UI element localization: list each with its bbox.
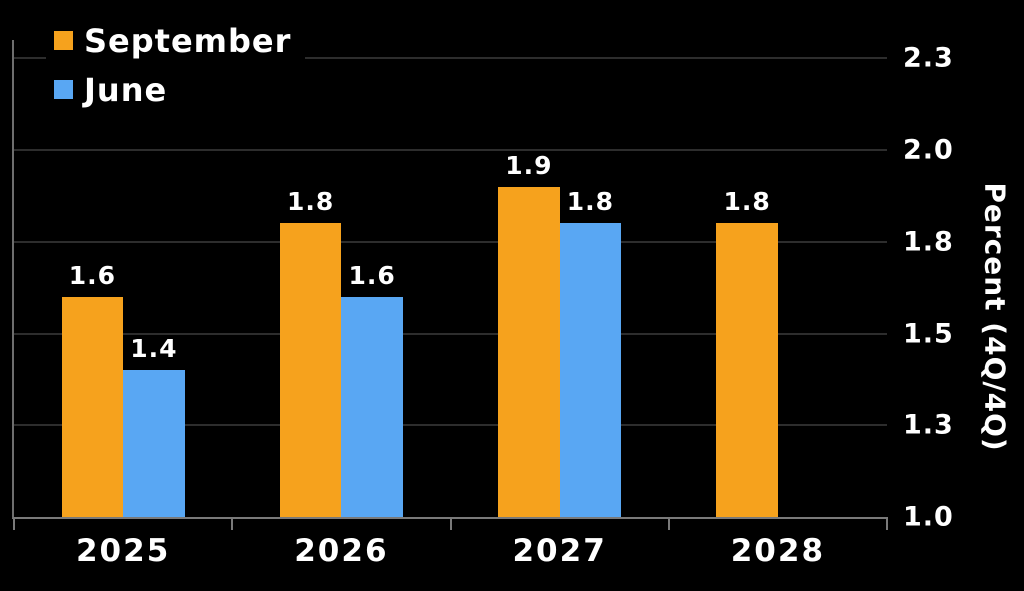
legend: September June bbox=[46, 12, 306, 118]
bar-value-label: 1.6 bbox=[348, 260, 396, 290]
bar-june-2025 bbox=[123, 370, 185, 517]
x-axis-label-2026: 2026 bbox=[294, 533, 389, 569]
x-axis-tick bbox=[231, 517, 234, 530]
gridline bbox=[14, 149, 887, 152]
bar-september-2026 bbox=[279, 223, 342, 517]
y-tick-label: 2.0 bbox=[903, 134, 954, 166]
y-tick-label: 1.3 bbox=[903, 409, 954, 441]
bar-value-label: 1.4 bbox=[130, 334, 178, 364]
y-axis-title: Percent (4Q/4Q) bbox=[978, 182, 1012, 452]
legend-item-june: June bbox=[54, 65, 291, 114]
bar-september-2027 bbox=[498, 186, 560, 517]
x-axis-label-2028: 2028 bbox=[730, 533, 826, 569]
legend-label-september: September bbox=[84, 21, 292, 60]
bar-value-label: 1.6 bbox=[68, 260, 117, 290]
bar-value-label: 1.8 bbox=[286, 187, 335, 217]
bar-june-2027 bbox=[559, 223, 622, 517]
bar-value-label: 1.9 bbox=[505, 150, 553, 180]
gridline bbox=[14, 424, 887, 427]
gridline bbox=[14, 332, 887, 335]
bar-june-2026 bbox=[341, 296, 403, 517]
y-tick-label: 1.5 bbox=[903, 318, 954, 350]
legend-label-june: June bbox=[84, 70, 168, 109]
y-axis: 1.0 1.3 1.5 1.8 2.0 2.3 bbox=[903, 40, 1003, 533]
x-axis-label-2025: 2025 bbox=[75, 533, 171, 569]
legend-item-september: September bbox=[54, 16, 291, 65]
x-axis-tick bbox=[886, 517, 888, 530]
x-axis-label-2027: 2027 bbox=[512, 533, 607, 569]
bar-value-label: 1.8 bbox=[723, 187, 771, 217]
y-tick-label: 2.3 bbox=[903, 42, 954, 74]
y-tick-label: 1.0 bbox=[903, 501, 954, 533]
june-swatch-icon bbox=[54, 80, 73, 99]
y-tick-label: 1.8 bbox=[903, 226, 954, 258]
x-axis-tick bbox=[13, 517, 15, 530]
gridline bbox=[14, 57, 887, 60]
x-axis-tick bbox=[449, 517, 452, 530]
september-swatch-icon bbox=[54, 31, 73, 50]
bar-september-2025 bbox=[61, 296, 124, 517]
x-axis-tick bbox=[667, 517, 670, 530]
gridline bbox=[14, 240, 887, 243]
plot-area: 1.6 1.4 2025 1.8 1.6 2026 1.9 1.8 2027 1.8 2028 bbox=[12, 40, 888, 569]
bar-september-2028 bbox=[716, 223, 778, 517]
bar-value-label: 1.8 bbox=[566, 187, 615, 217]
